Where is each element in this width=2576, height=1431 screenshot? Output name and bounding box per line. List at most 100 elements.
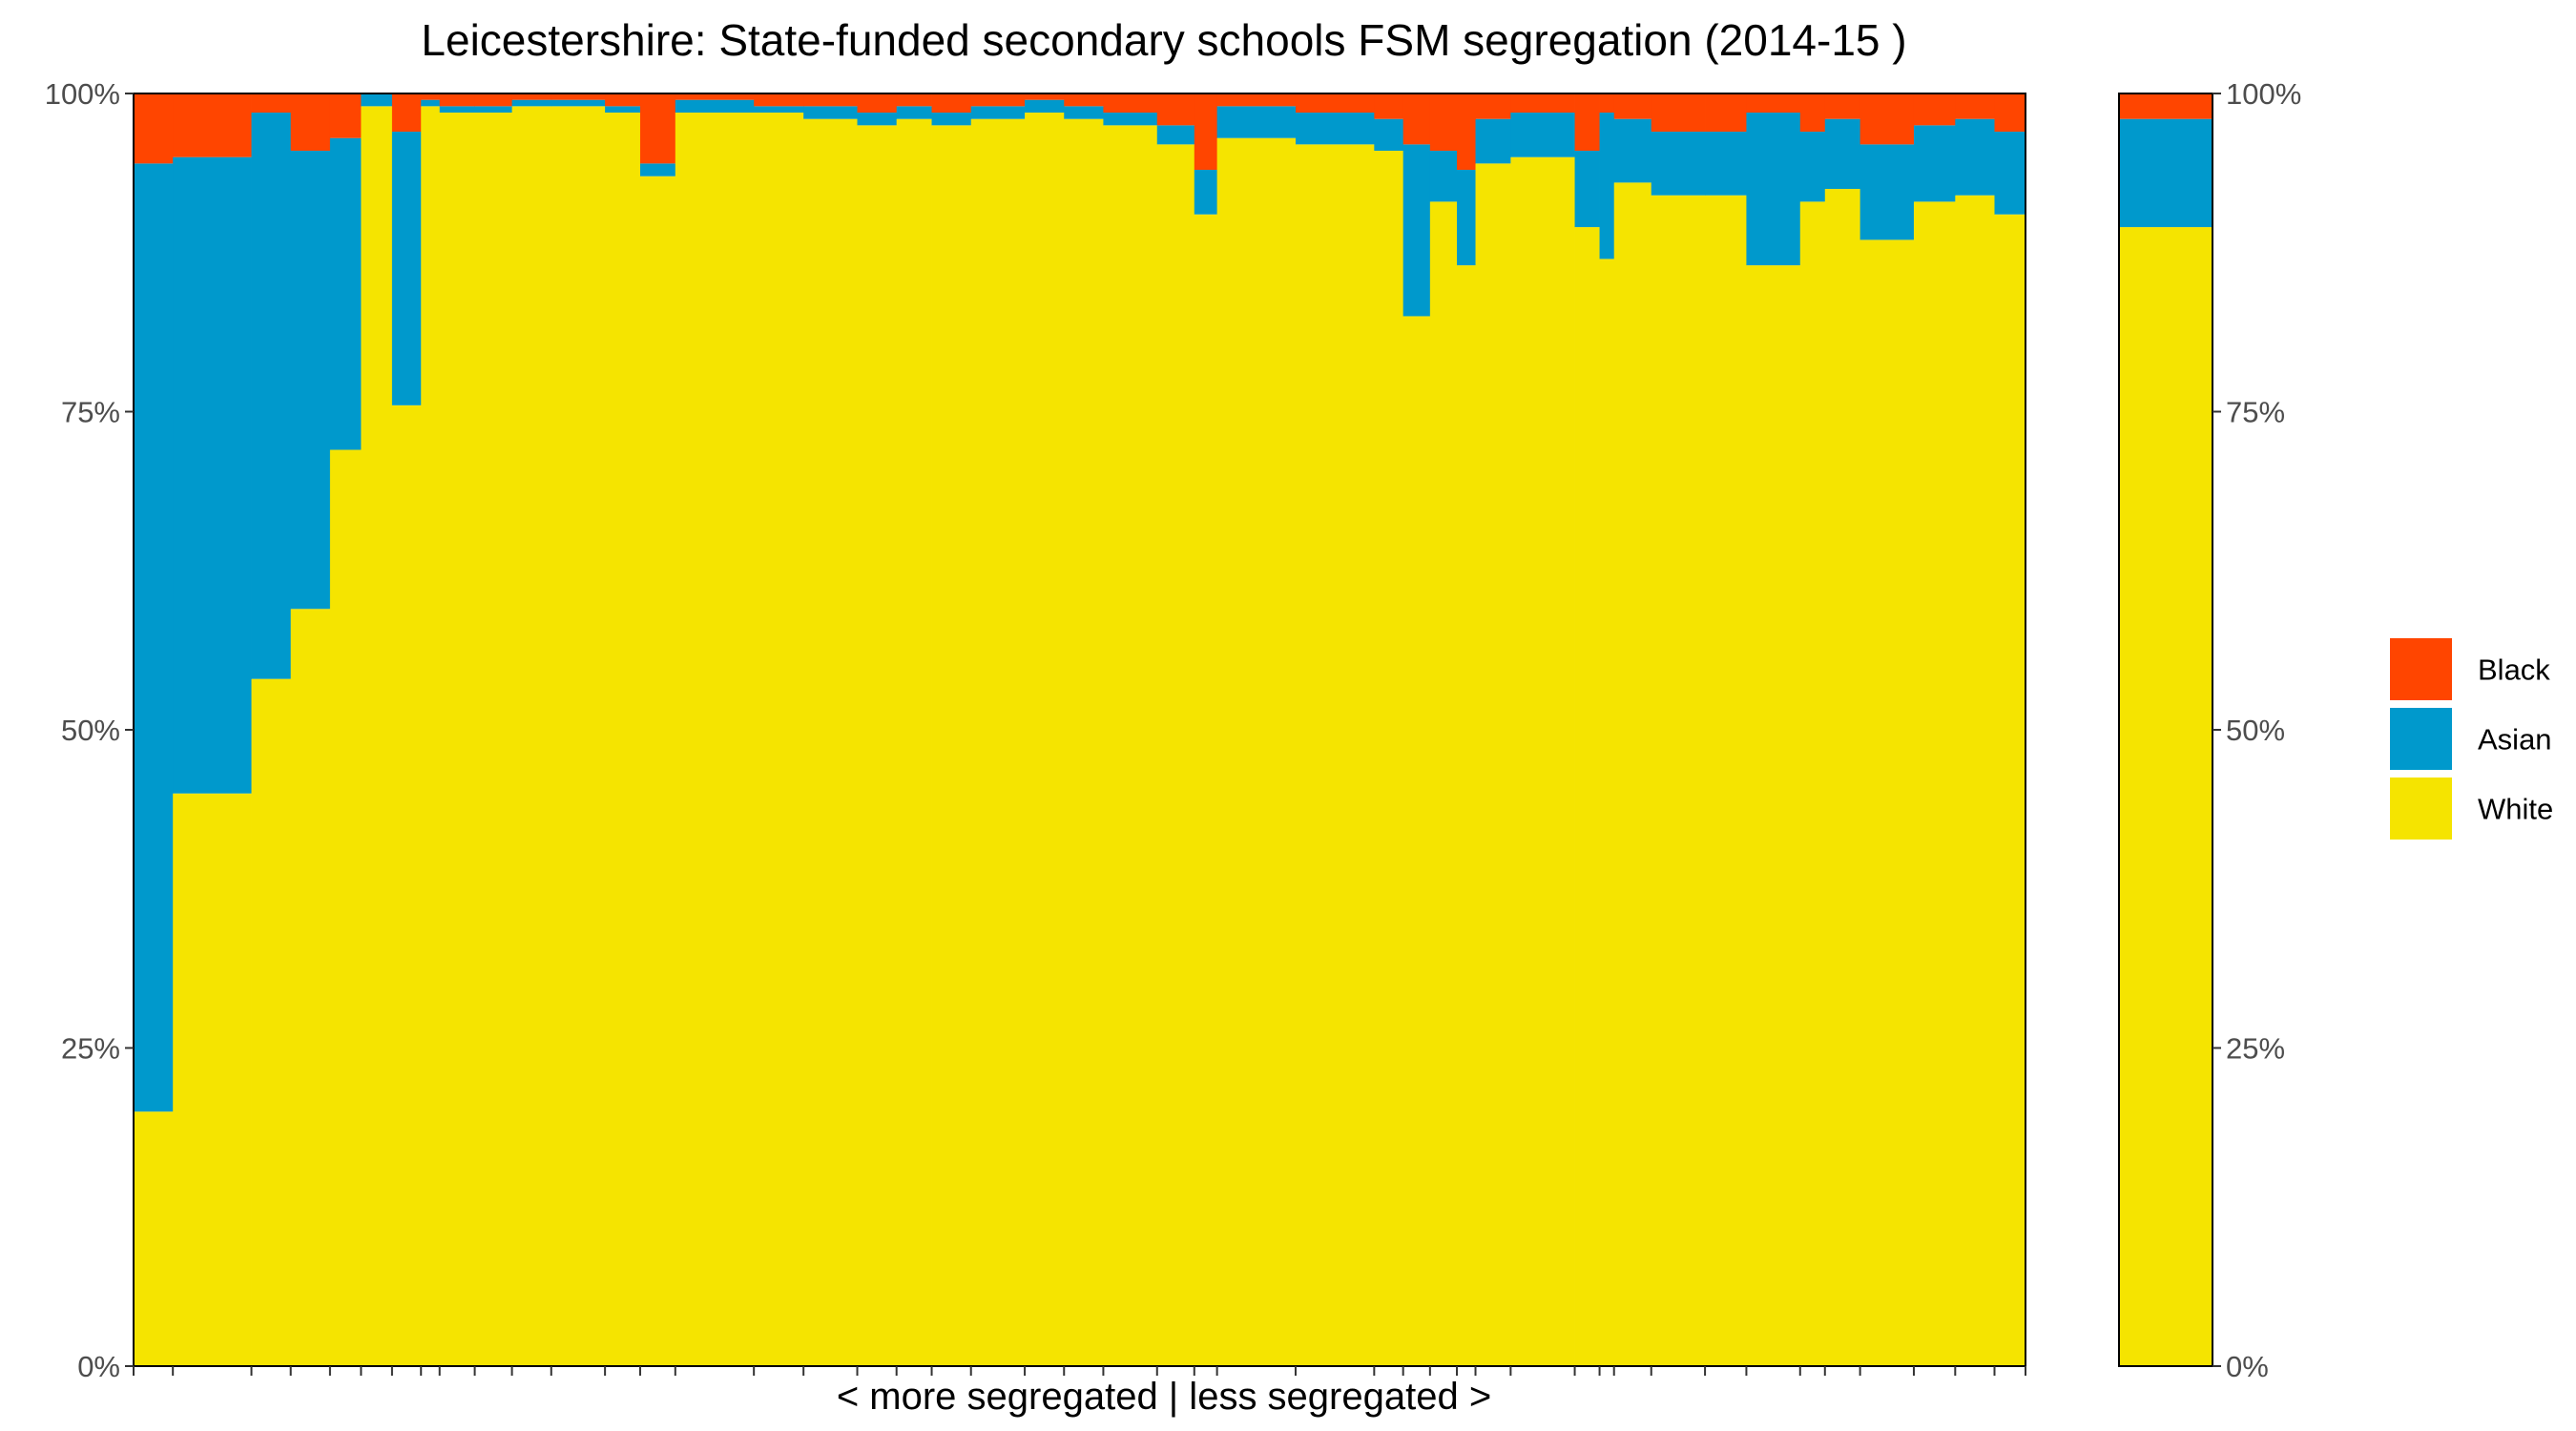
school-7-asian-segment [391, 132, 422, 405]
school-34-black-segment [1510, 93, 1575, 114]
school-22-asian-segment [1025, 99, 1065, 114]
school-3-white-segment [251, 678, 292, 1366]
school-25-white-segment [1156, 144, 1195, 1367]
school-32-white-segment [1457, 265, 1476, 1367]
school-18-black-segment [857, 93, 898, 114]
school-23-white-segment [1064, 118, 1104, 1366]
school-15-black-segment [675, 93, 755, 100]
school-16-white-segment [754, 113, 804, 1366]
school-18-asian-segment [857, 113, 898, 126]
school-23-asian-segment [1064, 106, 1104, 119]
school-9-black-segment [439, 93, 475, 107]
school-43-asian-segment [1859, 144, 1915, 240]
school-36-black-segment [1599, 93, 1615, 114]
school-17-asian-segment [803, 106, 858, 119]
school-12-black-segment [551, 93, 606, 100]
y-tick-label-left: 50% [61, 714, 120, 747]
legend-swatch-black [2390, 638, 2452, 700]
school-44-white-segment [1913, 201, 1956, 1366]
y-tick-label-left: 25% [61, 1032, 120, 1066]
school-22-black-segment [1025, 93, 1065, 100]
school-8-asian-segment [421, 99, 441, 107]
school-33-white-segment [1475, 163, 1511, 1366]
school-8-black-segment [421, 93, 441, 100]
y-tick-label-right: 0% [2226, 1350, 2269, 1383]
school-30-white-segment [1402, 316, 1431, 1367]
school-4-asian-segment [290, 151, 331, 610]
school-18-white-segment [857, 125, 898, 1367]
school-38-asian-segment [1651, 132, 1706, 196]
school-5-asian-segment [329, 137, 362, 450]
y-tick-label-right: 50% [2226, 714, 2285, 747]
school-11-white-segment [511, 106, 552, 1367]
school-1-black-segment [134, 93, 174, 164]
x-ticks [133, 1366, 2026, 1376]
school-26-asian-segment [1194, 170, 1218, 215]
school-26-black-segment [1194, 93, 1218, 171]
school-27-asian-segment [1216, 106, 1297, 138]
school-28-asian-segment [1295, 113, 1375, 145]
school-39-white-segment [1705, 195, 1747, 1367]
school-22-white-segment [1025, 113, 1065, 1366]
school-15-white-segment [675, 113, 755, 1366]
y-axis-left: 0% 25% 50% 75% 100% [45, 77, 134, 1383]
school-45-white-segment [1955, 195, 1995, 1367]
school-42-white-segment [1824, 189, 1861, 1366]
school-40-white-segment [1746, 265, 1801, 1367]
school-2-black-segment [173, 93, 252, 157]
school-28-white-segment [1295, 144, 1375, 1367]
school-17-white-segment [803, 118, 858, 1366]
school-35-black-segment [1574, 93, 1600, 152]
school-37-white-segment [1613, 182, 1652, 1366]
school-14-black-segment [639, 93, 676, 164]
school-37-asian-segment [1613, 118, 1652, 183]
school-46-black-segment [1994, 93, 2026, 133]
school-33-black-segment [1475, 93, 1511, 119]
chart-title: Leicestershire: State-funded secondary s… [421, 15, 1906, 65]
school-36-asian-segment [1599, 113, 1615, 259]
school-6-white-segment [361, 106, 393, 1367]
school-34-asian-segment [1510, 113, 1575, 157]
school-10-black-segment [474, 93, 512, 107]
school-9-asian-segment [439, 106, 475, 114]
school-27-white-segment [1216, 137, 1297, 1367]
school-13-asian-segment [605, 106, 641, 114]
school-27-black-segment [1216, 93, 1297, 107]
school-31-asian-segment [1429, 151, 1458, 202]
school-41-white-segment [1799, 201, 1826, 1366]
school-37-black-segment [1613, 93, 1652, 119]
school-45-asian-segment [1955, 118, 1995, 196]
legend-label-white: White [2478, 793, 2553, 826]
school-35-asian-segment [1574, 151, 1600, 228]
school-38-black-segment [1651, 93, 1706, 133]
school-1-asian-segment [134, 163, 174, 1112]
y-axis-right: 0% 25% 50% 75% 100% [2212, 77, 2301, 1383]
school-41-asian-segment [1799, 132, 1826, 202]
school-39-asian-segment [1705, 132, 1747, 196]
school-46-asian-segment [1994, 132, 2026, 215]
school-12-white-segment [551, 106, 606, 1367]
school-44-asian-segment [1913, 125, 1956, 202]
school-16-black-segment [754, 93, 804, 107]
y-tick-label-right: 75% [2226, 396, 2285, 429]
school-42-asian-segment [1824, 118, 1861, 190]
bars-main [134, 93, 2026, 1367]
bars-overall [2119, 93, 2213, 1366]
school-34-white-segment [1510, 156, 1575, 1367]
school-38-white-segment [1651, 195, 1706, 1367]
school-40-asian-segment [1746, 113, 1801, 266]
school-46-white-segment [1994, 214, 2026, 1367]
school-20-asian-segment [931, 113, 972, 126]
school-9-white-segment [439, 113, 475, 1366]
overall-bar-white-segment [2119, 227, 2213, 1366]
school-2-white-segment [173, 793, 252, 1366]
school-29-black-segment [1374, 93, 1404, 119]
school-2-asian-segment [173, 156, 252, 794]
school-28-black-segment [1295, 93, 1375, 114]
school-42-black-segment [1824, 93, 1861, 119]
school-29-asian-segment [1374, 118, 1404, 152]
school-19-asian-segment [896, 106, 932, 119]
school-16-asian-segment [754, 106, 804, 114]
school-36-white-segment [1599, 259, 1615, 1366]
